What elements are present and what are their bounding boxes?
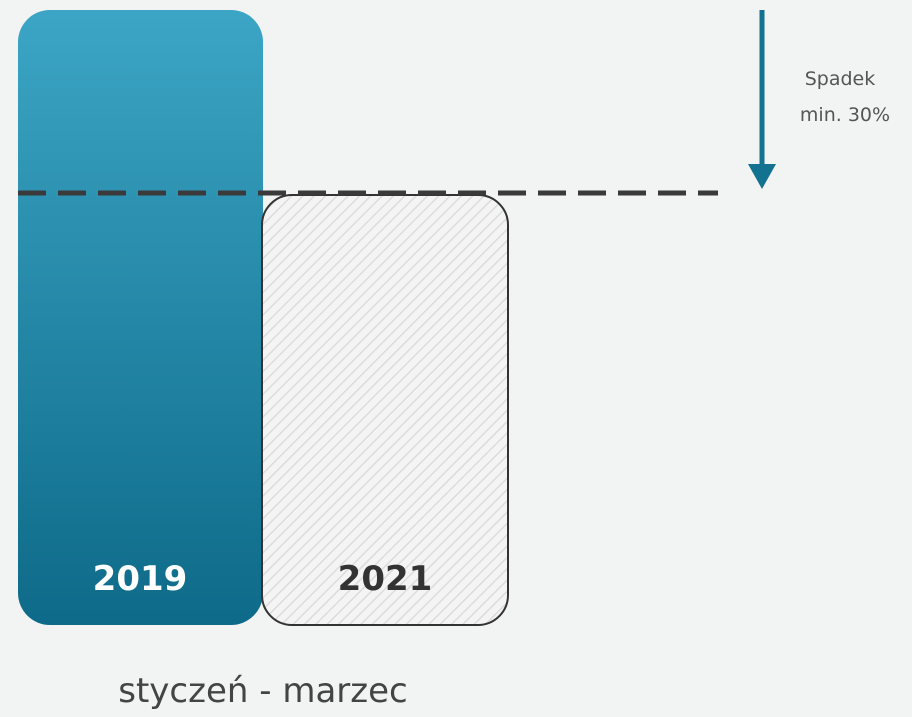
annotation-line: min. 30% <box>800 104 890 126</box>
arrow-head <box>748 164 776 189</box>
bar-label: 2019 <box>93 559 188 599</box>
bar-label: 2021 <box>338 559 433 599</box>
annotation-line: Spadek <box>805 68 876 90</box>
bar-2019 <box>18 10 263 625</box>
caption: styczeń - marzec <box>118 671 407 711</box>
